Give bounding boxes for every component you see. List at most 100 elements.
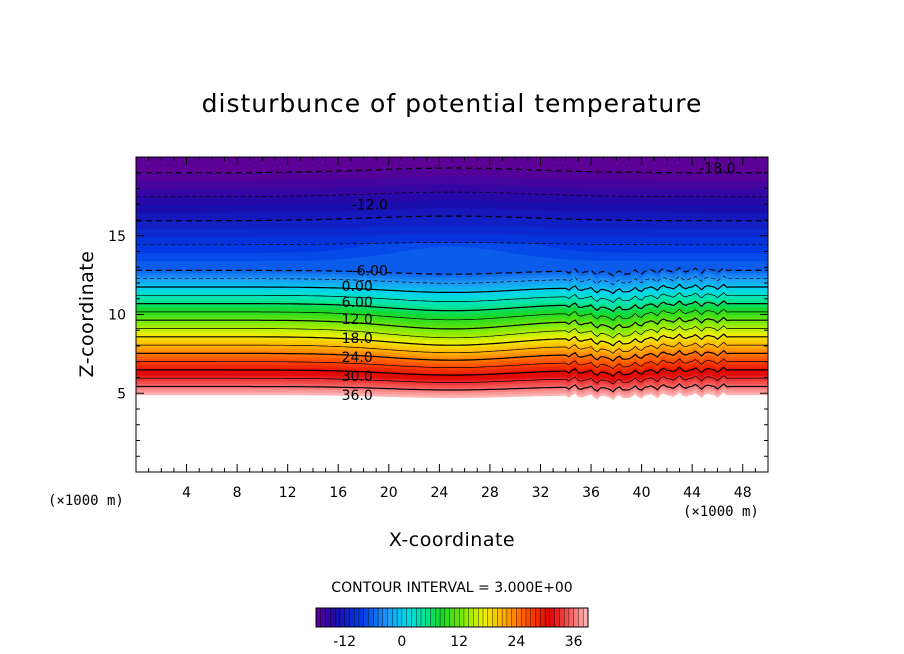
colorbar-cell [349,607,355,628]
contour-line [136,316,768,331]
contour-label: -6.00 [352,263,388,279]
colorbar-cell [535,607,541,628]
contour-line [136,191,768,198]
contour-line [136,382,768,393]
colorbar-cell [392,607,398,628]
y-axis-ticks: 5 10 15 [108,172,768,457]
colorbar-cell [520,607,527,628]
colorbar-cell [444,607,451,628]
colorbar-cell [387,607,393,628]
colorbar-cell [325,607,331,628]
x-origin-unit-label: (×1000 m) [48,493,124,509]
colorbar-cell [540,607,546,628]
contour-label: 0.00 [342,279,373,295]
colorbar-cell [506,607,513,628]
x-tick-label: 4 [182,485,191,501]
colorbar-cell [377,607,384,628]
contour-line [136,167,768,174]
colorbar-frame [315,607,589,628]
contour-line [136,300,768,313]
colorbar-cell [373,607,379,628]
colorbar-cell [473,607,479,628]
contour-band-top [136,157,768,173]
colorbar-cell [401,607,408,628]
colorbar-cell [525,607,532,628]
x-axis-ticks: 4 8 12 16 20 24 28 32 36 40 44 48 [148,157,756,501]
x-tick-label: 8 [233,485,242,501]
colorbar-cell [544,607,551,628]
chart-title: disturbunce of potential temperature [202,89,703,118]
x-tick-label: 12 [279,485,297,501]
x-tick-label: 48 [734,485,752,501]
colorbar-cell [439,607,446,628]
contour-line [136,325,768,339]
x-tick-label: 40 [633,485,651,501]
contour-label: 12.0 [342,312,373,328]
contour-label: 36.0 [342,388,373,404]
colorbar-cell [344,607,350,628]
x-tick-label: 24 [430,485,448,501]
x-tick-label: 32 [532,485,550,501]
colorbar-cell [468,607,474,628]
colorbar-cell [463,607,470,628]
y-axis-label: Z-coordinate [76,251,98,378]
colorbar-cell [549,607,556,628]
colorbar-tick-label: 12 [450,634,468,650]
contour-line [136,375,768,385]
x-tick-label: 28 [481,485,499,501]
colorbar-cell [530,607,537,628]
colorbar [315,607,589,628]
contour-label: -18.0 [699,161,735,177]
contour-label: 18.0 [342,331,373,347]
contour-label: 24.0 [342,350,373,366]
colorbar-cell [411,607,417,628]
contour-line [136,366,768,378]
x-tick-label: 16 [329,485,347,501]
colorbar-cell [396,607,403,628]
colorbar-cell [334,607,341,628]
x-axis-label: X-coordinate [389,529,515,551]
colorbar-cell [516,607,522,628]
colorbar-cell [416,607,422,628]
y-tick-label: 10 [108,308,126,324]
contour-plot-area [136,157,768,400]
x-tick-label: 36 [582,485,600,501]
contour-line [136,341,768,354]
colorbar-cell [478,607,484,628]
colorbar-cell [578,607,584,628]
colorbar-cell [449,607,455,628]
y-tick-label: 5 [117,386,126,402]
colorbar-cell [382,607,389,628]
contour-line [136,275,768,286]
colorbar-cell [330,607,336,628]
colorbar-cell [568,607,575,628]
colorbar-cell [497,607,503,628]
colorbar-cell [320,607,327,628]
colorbar-cell [435,607,441,628]
colorbar-cell [511,607,517,628]
colorbar-cell [363,607,369,628]
colorbar-cell [454,607,460,628]
contour-line [136,308,768,321]
contour-line [136,266,768,277]
colorbar-cell [368,607,374,628]
colorbar-cell [563,607,570,628]
x-tick-label: 44 [683,485,701,501]
colorbar-cell [458,607,465,628]
contour-line [136,283,768,295]
x-axis-unit-label: (×1000 m) [683,504,759,520]
colorbar-cell [487,607,494,628]
contour-line [136,292,768,304]
y-tick-label: 15 [108,229,126,245]
x-tick-label: 20 [380,485,398,501]
colorbar-cell [315,607,322,628]
contour-lines [136,167,768,393]
colorbar-cell [425,607,432,628]
colorbar-cell [406,607,412,628]
colorbar-cell [358,607,365,628]
colorbar-cell [501,607,508,628]
colorbar-cell [559,607,565,628]
colorbar-cell [554,607,560,628]
contour-line [136,215,768,222]
